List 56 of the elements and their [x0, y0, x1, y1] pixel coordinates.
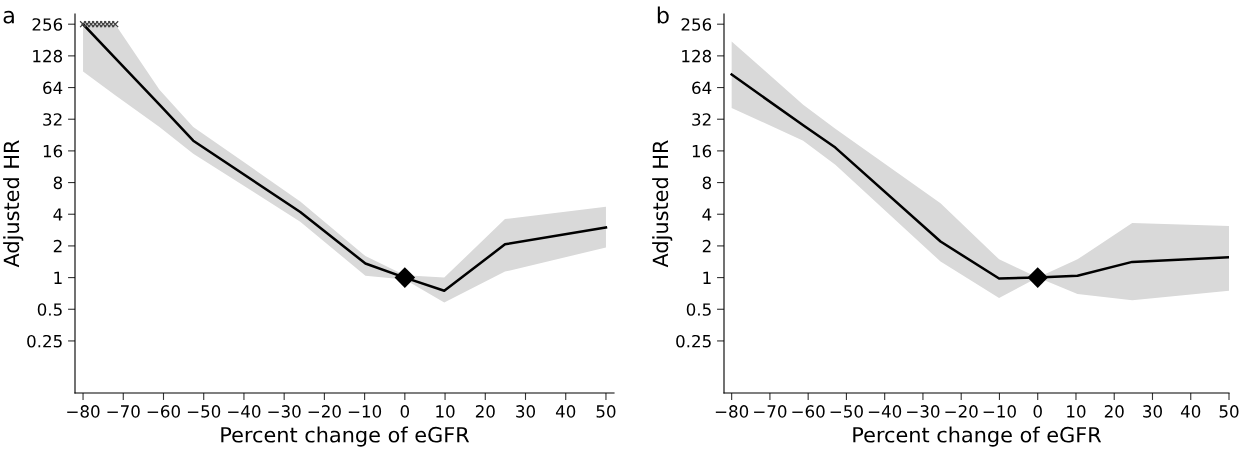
y-tick-label: 128 [682, 49, 712, 63]
y-tick-label: 1 [54, 271, 62, 284]
chart-title: a [3, 10, 14, 24]
x-tick-label: −10 [983, 405, 1016, 418]
y-tick-label: 0.25 [676, 334, 711, 348]
y-tick-label: 64 [692, 81, 712, 95]
y-tick-label: 4 [53, 208, 63, 221]
y-tick-label: 0.5 [686, 303, 711, 316]
x-tick-label: −70 [107, 405, 140, 418]
y-tick-label: 1 [703, 271, 711, 284]
x-tick-label: −70 [754, 405, 787, 418]
x-tick-label: 0 [1033, 405, 1042, 418]
x-tick-label: 20 [1104, 405, 1124, 418]
y-tick-label: 128 [33, 49, 63, 63]
x-tick-label: −20 [945, 405, 978, 418]
x-tick-label: 30 [1143, 405, 1162, 418]
x-tick-label: 10 [436, 405, 455, 418]
x-tick-label: −50 [830, 405, 863, 418]
y-tick-label: 256 [681, 18, 712, 31]
x-tick-label: −60 [792, 405, 825, 418]
y-tick-label: 16 [43, 144, 63, 158]
x-tick-label: 20 [475, 405, 495, 418]
x-tick-label: −40 [228, 405, 261, 418]
y-tick-label: 64 [43, 81, 63, 95]
y-axis-title: Adjusted HR [652, 140, 673, 268]
y-tick-label: 2 [53, 239, 62, 253]
x-tick-label: −30 [907, 405, 940, 418]
y-tick-label: 0.5 [37, 303, 62, 316]
x-axis-title: Percent change of eGFR [853, 426, 1102, 447]
y-tick-label: 4 [702, 208, 712, 221]
x-tick-label: 10 [1067, 405, 1086, 418]
x-axis-title: Percent change of eGFR [221, 426, 470, 447]
y-tick-label: 32 [692, 113, 711, 126]
x-tick-label: −40 [868, 405, 902, 418]
x-tick-label: −30 [268, 405, 301, 418]
y-axis-title: Adjusted HR [3, 140, 24, 268]
y-tick-label: 2 [702, 239, 711, 253]
x-tick-label: 50 [1219, 405, 1239, 418]
x-tick-label: −60 [147, 405, 180, 418]
y-tick-label: 8 [53, 176, 63, 190]
chart-title: b [657, 6, 669, 24]
x-tick-label: 40 [1180, 405, 1201, 418]
y-tick-label: 32 [43, 113, 62, 126]
y-tick-label: 256 [32, 18, 63, 31]
x-tick-label: 30 [516, 405, 535, 418]
y-tick-label: 8 [702, 176, 712, 190]
x-tick-label: 50 [596, 405, 616, 418]
x-tick-label: −50 [187, 405, 221, 418]
y-tick-label: 0.25 [27, 334, 62, 348]
x-tick-label: 40 [555, 405, 576, 418]
x-tick-label: −10 [348, 405, 382, 418]
x-tick-label: −20 [308, 405, 341, 418]
x-tick-label: −80 [715, 405, 749, 418]
y-tick-label: 16 [692, 144, 712, 158]
x-tick-label: 0 [400, 405, 410, 418]
x-tick-label: −80 [67, 405, 100, 418]
